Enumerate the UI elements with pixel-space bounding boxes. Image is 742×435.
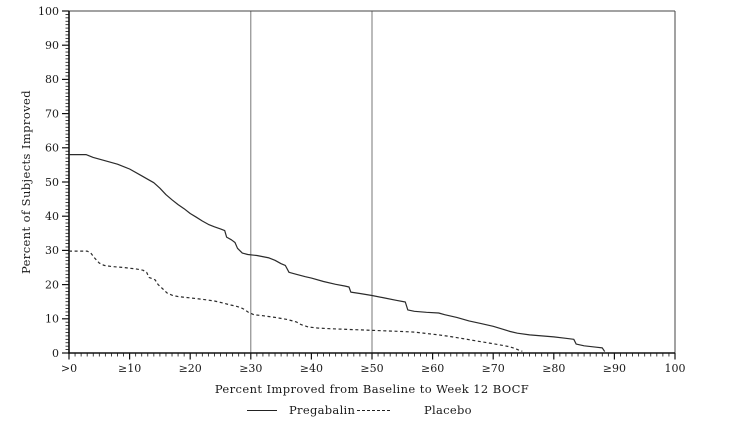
x-tick-label: ≥40: [300, 362, 323, 375]
placebo-line-swatch-icon: [357, 410, 390, 411]
x-tick-label: ≥10: [118, 362, 141, 375]
legend-label-pregabalin: Pregabalin: [289, 403, 356, 417]
y-tick-label: 70: [45, 107, 59, 120]
legend-label-placebo: Placebo: [424, 403, 472, 417]
y-tick-label: 80: [45, 73, 59, 86]
x-tick-label: ≥80: [542, 362, 565, 375]
y-axis-title: Percent of Subjects Improved: [19, 89, 33, 275]
y-tick-label: 30: [45, 244, 59, 257]
y-tick-label: 10: [45, 313, 59, 326]
y-tick-label: 50: [45, 176, 59, 189]
pregabalin-line: [69, 154, 606, 352]
x-tick-label: 100: [665, 362, 686, 375]
pregabalin-line-swatch-icon: [247, 410, 277, 411]
x-axis-title: Percent Improved from Baseline to Week 1…: [214, 382, 530, 396]
y-tick-label: 60: [45, 142, 59, 155]
x-tick-label: >0: [61, 362, 77, 375]
x-tick-label: ≥20: [179, 362, 202, 375]
y-tick-label: 90: [45, 39, 59, 52]
x-axis-ticks: [68, 353, 676, 360]
y-axis-ticks: [62, 10, 69, 354]
x-tick-label: ≥50: [360, 362, 383, 375]
placebo-line: [69, 250, 523, 352]
x-tick-label: ≥90: [603, 362, 626, 375]
x-tick-label: ≥30: [239, 362, 262, 375]
x-tick-label: ≥60: [421, 362, 444, 375]
y-tick-label: 100: [38, 5, 59, 18]
y-tick-label: 0: [52, 347, 59, 360]
y-tick-label: 20: [45, 278, 59, 291]
x-tick-label: ≥70: [482, 362, 505, 375]
y-tick-label: 40: [45, 210, 59, 223]
